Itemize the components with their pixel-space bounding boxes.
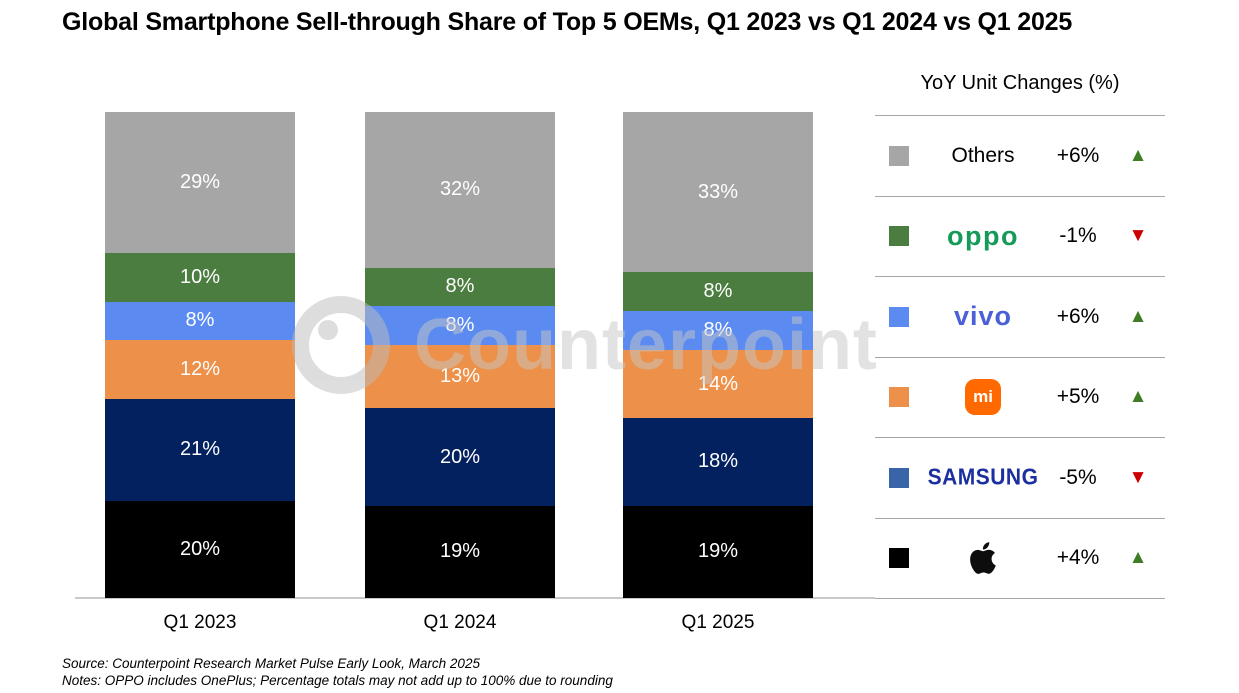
bar-value-label: 12% [179,358,221,381]
xiaomi-mi-logo: mi [965,379,1001,416]
legend-color-swatch-oppo [889,226,909,247]
x-axis-label-q1-2023: Q1 2023 [163,612,237,633]
legend-color-swatch-vivo [889,306,909,327]
trend-down-icon: ▼ [1128,225,1148,247]
legend-row-vivo: vivo +6% ▲ [875,277,1165,358]
mi-logo-icon: mi [965,379,1001,416]
bar-value-label: 32% [439,178,481,201]
legend-row-samsung: SAMSUNG -5% ▼ [875,438,1165,519]
legend-color-swatch-xiaomi [889,387,909,408]
bar-segment-oppo-q1-2025: 8% [623,272,813,312]
oppo-logo: oppo [947,220,1019,251]
legend-change-value: -1% [1059,224,1097,248]
bar-value-label: 8% [703,280,733,303]
bar-segment-apple-q1-2024: 19% [365,505,555,598]
footer: Source: Counterpoint Research Market Pul… [62,655,613,689]
legend-change-value: +6% [1056,304,1100,328]
bar-segment-vivo-q1-2024: 8% [365,306,555,346]
bar-segment-vivo-q1-2025: 8% [623,311,813,351]
stacked-bar-q1-2023: 29% 10% 8% 12% 21% 20% [105,112,295,598]
bar-segment-samsung-q1-2023: 21% [105,398,295,501]
trend-up-icon: ▲ [1128,547,1148,569]
x-axis-label-q1-2024: Q1 2024 [423,612,497,633]
bar-value-label: 21% [179,438,221,461]
bar-value-label: 13% [439,365,481,388]
legend-row-oppo: oppo -1% ▼ [875,197,1165,277]
bar-segment-xiaomi-q1-2023: 12% [105,340,295,399]
bar-segment-xiaomi-q1-2024: 13% [365,345,555,409]
trend-up-icon: ▲ [1128,144,1148,166]
legend-change-value: -5% [1059,465,1097,489]
bar-value-label: 8% [445,314,475,337]
stacked-bar-q1-2025: 33% 8% 8% 14% 18% 19% [623,112,813,598]
bar-segment-xiaomi-q1-2025: 14% [623,350,813,419]
bar-segment-samsung-q1-2024: 20% [365,408,555,506]
legend-color-swatch-apple [889,548,909,569]
bar-value-label: 8% [185,309,215,332]
samsung-logo: SAMSUNG [927,464,1039,490]
legend-row-apple: +4% ▲ [875,519,1165,599]
vivo-logo: vivo [953,301,1013,332]
legend-label-others: Others [951,143,1015,167]
legend-color-swatch-samsung [889,467,909,488]
bar-value-label: 14% [697,372,739,395]
bar-segment-others-q1-2025: 33% [623,112,813,273]
bar-value-label: 10% [179,265,221,288]
bar-value-label: 20% [179,537,221,560]
stacked-bar-q1-2024: 32% 8% 8% 13% 20% 19% [365,112,555,598]
legend-header: YoY Unit Changes (%) [920,72,1120,94]
bar-segment-others-q1-2024: 32% [365,112,555,268]
bar-value-label: 29% [179,170,221,193]
x-axis-line [75,597,875,599]
bar-value-label: 8% [703,319,733,342]
bar-value-label: 20% [439,445,481,468]
legend-change-value: +5% [1056,385,1100,409]
legend-change-value: +4% [1056,546,1100,570]
apple-logo-icon [964,537,1002,579]
trend-down-icon: ▼ [1128,466,1148,488]
apple-icon-glyph [970,542,996,575]
legend-color-swatch-others [889,145,909,166]
bar-segment-others-q1-2023: 29% [105,112,295,253]
bar-value-label: 19% [439,540,481,563]
footer-notes: Notes: OPPO includes OnePlus; Percentage… [62,673,613,688]
bar-segment-apple-q1-2025: 19% [623,505,813,598]
bar-segment-vivo-q1-2023: 8% [105,301,295,341]
bar-segment-oppo-q1-2024: 8% [365,267,555,307]
legend-panel: Others +6% ▲ oppo -1% ▼ vivo +6% ▲ mi +5% ▲ SAMSUNG -… [875,115,1165,599]
bar-segment-samsung-q1-2025: 18% [623,418,813,506]
x-axis-label-q1-2025: Q1 2025 [681,612,755,633]
trend-up-icon: ▲ [1128,305,1148,327]
trend-up-icon: ▲ [1128,386,1148,408]
bar-segment-apple-q1-2023: 20% [105,500,295,598]
bar-value-label: 8% [445,275,475,298]
page-title: Global Smartphone Sell-through Share of … [62,8,1073,36]
legend-row-xiaomi: mi +5% ▲ [875,358,1165,438]
bar-value-label: 19% [697,540,739,563]
bar-segment-oppo-q1-2023: 10% [105,252,295,302]
bar-value-label: 33% [697,180,739,203]
footer-source: Source: Counterpoint Research Market Pul… [62,656,480,671]
legend-row-others: Others +6% ▲ [875,116,1165,197]
legend-change-value: +6% [1056,143,1100,167]
bar-value-label: 18% [697,450,739,473]
